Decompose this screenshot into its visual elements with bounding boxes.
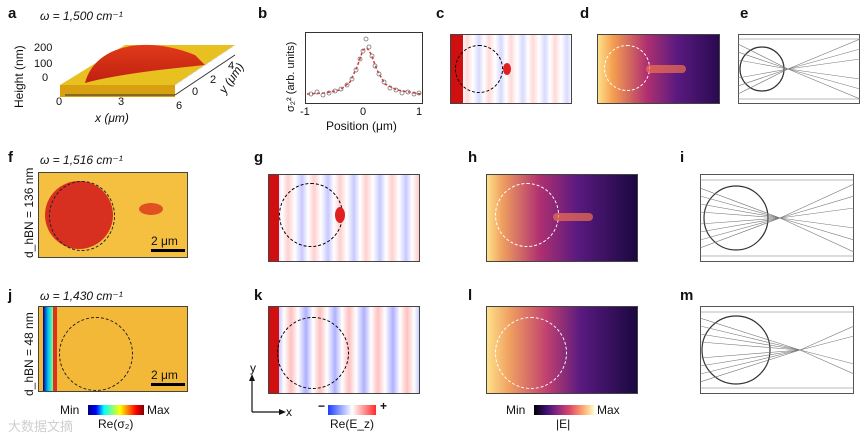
field-map-g [268, 174, 420, 262]
circle-outline-k [277, 317, 349, 389]
x-tick-3: 3 [118, 96, 125, 108]
inferno-max-label: Max [597, 403, 620, 417]
x-axis-label-a: x (μm) [95, 111, 129, 125]
circle-outline-j [59, 317, 133, 391]
jet-min-label: Min [60, 403, 80, 417]
x-tick-6: 6 [176, 100, 183, 112]
scale-bar-j [151, 383, 185, 386]
panel-label-m: m [680, 287, 694, 304]
thickness-label-f: d_hBN = 136 nm [22, 167, 36, 258]
circle-outline-l [495, 317, 567, 389]
inferno-colorbar [534, 405, 594, 415]
circle-outline-c [455, 45, 503, 93]
z-axis-label: Height (nm) [12, 45, 26, 108]
intensity-map-l [486, 306, 638, 394]
panel-label-j: j [8, 287, 13, 304]
y-tick-2: 2 [210, 74, 217, 86]
watermark: 大数据文摘 [8, 419, 74, 434]
panel-label-g: g [254, 149, 264, 166]
panel-label-k: k [254, 287, 263, 304]
line-plot-b [305, 32, 423, 104]
inferno-title: |E| [556, 417, 571, 431]
x-tick-0: 0 [56, 96, 63, 108]
scale-label-j: 2 μm [151, 368, 178, 382]
panel-label-e: e [740, 5, 749, 22]
omega-label-f: ω = 1,516 cm⁻¹ [40, 153, 123, 167]
b-tick-0: 0 [360, 106, 367, 118]
axis-y-label: y [250, 361, 256, 375]
y-tick-0: 0 [192, 86, 199, 98]
y-tick-4: 4 [228, 60, 235, 72]
ray-diagram-e [738, 34, 860, 104]
z-tick-200: 200 [34, 42, 53, 54]
scale-bar-f [151, 249, 185, 252]
intensity-map-h [486, 174, 638, 262]
omega-label-j: ω = 1,430 cm⁻¹ [40, 289, 123, 303]
inferno-min-label: Min [506, 403, 526, 417]
b-tick-1: 1 [416, 106, 423, 118]
scale-label-f: 2 μm [151, 234, 178, 248]
field-map-k [268, 306, 420, 394]
thickness-label-j: d_hBN = 48 nm [22, 312, 36, 396]
axes-indicator [249, 374, 286, 415]
panel-label-c: c [436, 5, 445, 22]
panel-label-l: l [468, 287, 473, 304]
intensity-map-d [597, 34, 720, 104]
sigma-axis-label: σ₂² (arb. units) [285, 41, 297, 112]
rwb-plus-label: + [380, 399, 388, 413]
rwb-colorbar [328, 405, 376, 415]
axis-x-label: x [286, 405, 292, 419]
b-tick-neg1: -1 [300, 106, 310, 118]
rwb-minus-label: − [318, 399, 326, 413]
panel-label-b: b [258, 5, 268, 22]
panel-label-h: h [468, 149, 478, 166]
ray-diagram-i [700, 174, 854, 262]
sigma-map-f: 2 μm [38, 172, 188, 258]
circle-outline-d [604, 45, 650, 91]
ray-diagram-m [700, 306, 854, 394]
rwb-title: Re(E_z) [330, 417, 375, 431]
field-map-c [450, 34, 572, 104]
panel-label-i: i [680, 149, 685, 166]
circle-outline-g [279, 183, 343, 247]
panel-label-a: a [8, 5, 17, 22]
z-tick-100: 100 [34, 58, 53, 70]
surface-3d-plot [60, 44, 236, 97]
b-x-axis-label: Position (μm) [326, 119, 397, 133]
panel-label-f: f [8, 149, 13, 166]
panel-label-d: d [580, 5, 590, 22]
jet-colorbar [88, 405, 144, 415]
circle-outline-h [495, 183, 559, 247]
jet-title: Re(σ₂) [98, 417, 134, 431]
z-tick-0: 0 [42, 72, 49, 84]
jet-max-label: Max [147, 403, 170, 417]
omega-label-a: ω = 1,500 cm⁻¹ [40, 9, 123, 23]
sigma-map-j: 2 μm [38, 306, 188, 392]
